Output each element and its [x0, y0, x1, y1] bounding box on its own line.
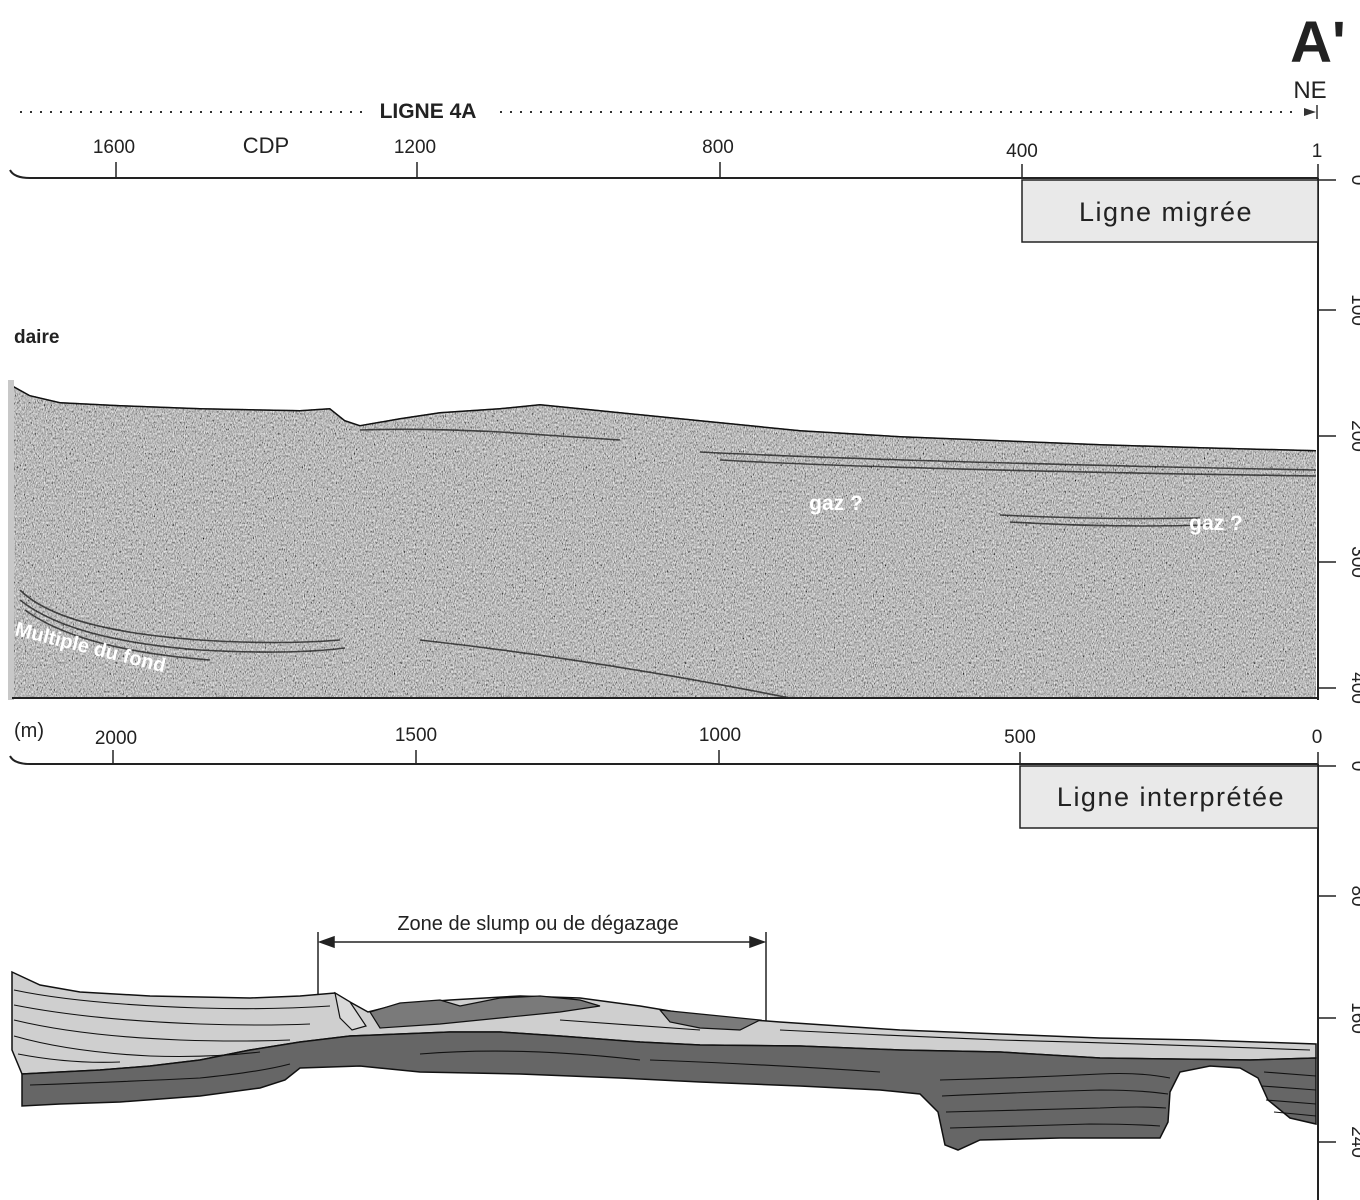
interpreted-label: Ligne interprétée	[1057, 782, 1285, 812]
distance-tick-label: 2000	[95, 728, 137, 749]
depth-tick-label: 100	[1347, 294, 1360, 326]
migrated-label-box	[1021, 179, 1319, 243]
cdp-tick-label: 400	[1006, 141, 1038, 162]
distance-unit-label: (m)	[14, 720, 44, 742]
depth-axis-interpreted	[1317, 764, 1336, 1200]
slump-block	[658, 1009, 763, 1031]
migrated-label: Ligne migrée	[1079, 197, 1253, 227]
left-scan-edge	[8, 380, 14, 700]
seismic-image	[12, 385, 1316, 698]
depth-tick-label: 200	[1347, 420, 1360, 452]
cdp-tick-label: 800	[702, 137, 734, 158]
distance-axis	[9, 750, 1319, 765]
cdp-axis-label: CDP	[243, 133, 289, 158]
distance-tick-label: 1500	[395, 725, 437, 746]
gas-label: gaz ?	[1189, 512, 1243, 535]
slump-mound	[334, 991, 367, 1031]
distance-tick-label: 500	[1004, 727, 1036, 748]
depth-axis-migrated	[1317, 178, 1336, 700]
interpreted-label-box	[1019, 765, 1319, 829]
gas-label: gaz ?	[809, 492, 863, 515]
zone-bracket	[317, 932, 767, 1024]
depth-tick-label: 160	[1347, 1002, 1360, 1034]
dark-unit	[21, 1031, 1317, 1151]
distance-tick-label: 0	[1312, 727, 1323, 748]
depth-tick-label: 0	[1347, 761, 1360, 772]
line-name: LIGNE 4A	[380, 100, 477, 123]
secondary-label: daire	[14, 327, 59, 348]
depth-tick-label: 300	[1347, 546, 1360, 578]
direction-label: NE	[1293, 77, 1326, 104]
depth-tick-label: 80	[1347, 885, 1360, 906]
interpreted-section	[11, 970, 1317, 1151]
slump-block	[369, 995, 601, 1029]
section-letter: A'	[1290, 10, 1346, 75]
distance-tick-label: 1000	[699, 725, 741, 746]
zone-label: Zone de slump ou de dégazage	[397, 913, 678, 935]
cdp-tick-label: 1200	[394, 137, 436, 158]
cdp-tick-label: 1600	[93, 137, 135, 158]
depth-tick-label: 400	[1347, 672, 1360, 704]
cdp-tick-label: 1	[1312, 141, 1323, 162]
line-end-arrow-icon	[1304, 108, 1316, 116]
depth-tick-label: 240	[1347, 1126, 1360, 1158]
depth-tick-label: 0	[1347, 175, 1360, 186]
cdp-axis	[9, 162, 1319, 179]
